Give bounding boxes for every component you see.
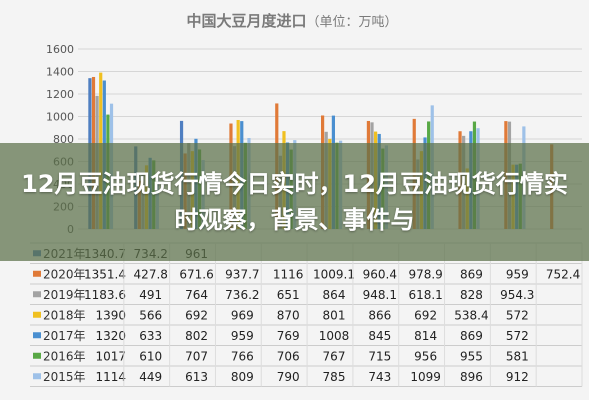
table-cell: 651 [277, 288, 300, 302]
table-cell: 491 [139, 288, 162, 302]
chart-unit-label: （单位：万吨） [307, 15, 398, 30]
chart-title: 中国大豆月度进口 [186, 12, 306, 30]
table-cell: 869 [460, 329, 483, 343]
table-cell: 790 [277, 370, 300, 384]
table-cell: 912 [506, 370, 529, 384]
table-cell: 764 [185, 288, 208, 302]
table-cell: 1017 [95, 349, 126, 363]
y-tick-label: 1000 [46, 111, 74, 124]
y-tick-label: 1200 [46, 88, 74, 101]
table-cell: 707 [185, 349, 208, 363]
y-tick-label: 800 [53, 133, 74, 146]
table-cell: 802 [185, 329, 208, 343]
table-legend-label: 2015年 [43, 370, 86, 384]
table-cell: 896 [460, 370, 483, 384]
table-cell: 736.2 [225, 288, 259, 302]
table-cell: 801 [323, 308, 346, 322]
table-cell: 572 [506, 329, 529, 343]
table-cell: 937.7 [225, 267, 259, 281]
table-cell: 1351.4 [84, 267, 126, 281]
table-cell: 864 [323, 288, 346, 302]
table-cell: 959 [506, 267, 529, 281]
table-cell: 766 [231, 349, 254, 363]
table-cell: 692 [414, 308, 437, 322]
table-cell: 767 [323, 349, 346, 363]
table-cell: 1008 [319, 329, 350, 343]
table-cell: 845 [368, 329, 391, 343]
table-cell: 618.1 [408, 288, 442, 302]
table-cell: 572 [506, 308, 529, 322]
table-cell: 969 [231, 308, 254, 322]
table-cell: 769 [277, 329, 300, 343]
table-cell: 538.4 [454, 308, 488, 322]
table-cell: 956 [414, 349, 437, 363]
table-cell: 978.9 [408, 267, 442, 281]
table-cell: 566 [139, 308, 162, 322]
table-cell: 449 [139, 370, 162, 384]
table-cell: 715 [368, 349, 391, 363]
table-legend-label: 2020年 [43, 267, 86, 281]
table-cell: 752.4 [546, 267, 580, 281]
table-cell: 427.8 [134, 267, 168, 281]
table-legend-label: 2017年 [43, 329, 86, 343]
table-cell: 1009.1 [313, 267, 355, 281]
table-cell: 954.3 [500, 288, 534, 302]
table-cell: 948.1 [363, 288, 397, 302]
table-legend-label: 2016年 [43, 349, 86, 363]
table-cell: 613 [185, 370, 208, 384]
headline-text: 12月豆油现货行情今日实时，12月豆油现货行情实时观察，背景、事件与 [21, 170, 568, 234]
table-cell: 1183.6 [84, 288, 126, 302]
y-tick-label: 1400 [46, 66, 74, 79]
table-legend-swatch [33, 332, 41, 339]
table-cell: 692 [185, 308, 208, 322]
table-cell: 706 [277, 349, 300, 363]
table-cell: 955 [460, 349, 483, 363]
table-cell: 809 [231, 370, 254, 384]
table-legend-label: 2019年 [43, 288, 86, 302]
data-table: 2021年1340.7734.29612020年1351.4427.8671.6… [30, 242, 583, 387]
table-cell: 1390 [95, 308, 126, 322]
table-legend-swatch [33, 311, 41, 318]
table-cell: 869 [460, 267, 483, 281]
table-cell: 633 [139, 329, 162, 343]
table-cell: 671.6 [179, 267, 213, 281]
headline-banner: 12月豆油现货行情今日实时，12月豆油现货行情实时观察，背景、事件与 [0, 143, 589, 261]
table-legend-swatch [33, 352, 41, 359]
table-cell: 866 [368, 308, 391, 322]
y-tick-label: 1600 [46, 43, 74, 56]
table-legend-swatch [33, 373, 41, 380]
table-legend-label: 2018年 [43, 308, 86, 322]
table-cell: 785 [323, 370, 346, 384]
table-legend-swatch [33, 270, 41, 277]
table-cell: 1116 [273, 267, 304, 281]
table-cell: 960.4 [363, 267, 397, 281]
table-cell: 814 [414, 329, 437, 343]
table-cell: 959 [231, 329, 254, 343]
table-cell: 610 [139, 349, 162, 363]
table-cell: 870 [277, 308, 300, 322]
table-cell: 828 [460, 288, 483, 302]
table-legend-swatch [33, 291, 41, 298]
table-cell: 1099 [410, 370, 441, 384]
svg-text:中国大豆月度进口（单位：万吨）: 中国大豆月度进口（单位：万吨） [186, 12, 397, 30]
table-cell: 1114 [95, 370, 126, 384]
table-cell: 743 [368, 370, 391, 384]
table-cell: 581 [506, 349, 529, 363]
table-cell: 1320 [95, 329, 126, 343]
